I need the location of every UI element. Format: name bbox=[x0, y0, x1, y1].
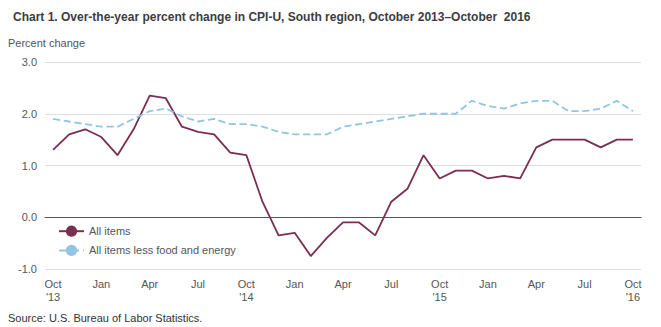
svg-text:Jul: Jul bbox=[384, 278, 398, 290]
svg-text:Jan: Jan bbox=[93, 278, 111, 290]
svg-text:Oct: Oct bbox=[44, 278, 61, 290]
svg-text:-1.0: -1.0 bbox=[18, 263, 37, 275]
svg-text:Jan: Jan bbox=[286, 278, 304, 290]
svg-text:'13: '13 bbox=[46, 291, 60, 303]
svg-text:1.0: 1.0 bbox=[22, 160, 37, 172]
svg-text:Jul: Jul bbox=[578, 278, 592, 290]
svg-text:Oct: Oct bbox=[238, 278, 255, 290]
svg-text:0.0: 0.0 bbox=[22, 211, 37, 223]
svg-text:3.0: 3.0 bbox=[22, 56, 37, 68]
svg-text:Jul: Jul bbox=[191, 278, 205, 290]
svg-text:Source: U.S. Bureau of Labor S: Source: U.S. Bureau of Labor Statistics. bbox=[8, 312, 202, 324]
svg-text:'15: '15 bbox=[432, 291, 446, 303]
svg-text:'14: '14 bbox=[239, 291, 253, 303]
svg-text:Apr: Apr bbox=[141, 278, 158, 290]
svg-text:Chart 1. Over-the-year percent: Chart 1. Over-the-year percent change in… bbox=[13, 10, 531, 24]
svg-text:All items: All items bbox=[89, 225, 131, 237]
svg-text:Oct: Oct bbox=[624, 278, 641, 290]
svg-text:Jan: Jan bbox=[479, 278, 497, 290]
svg-text:Apr: Apr bbox=[528, 278, 545, 290]
svg-text:Apr: Apr bbox=[334, 278, 351, 290]
svg-text:Oct: Oct bbox=[431, 278, 448, 290]
svg-text:All items less food and energy: All items less food and energy bbox=[89, 244, 236, 256]
svg-text:Percent change: Percent change bbox=[8, 37, 85, 49]
svg-text:'16: '16 bbox=[626, 291, 640, 303]
svg-text:2.0: 2.0 bbox=[22, 108, 37, 120]
